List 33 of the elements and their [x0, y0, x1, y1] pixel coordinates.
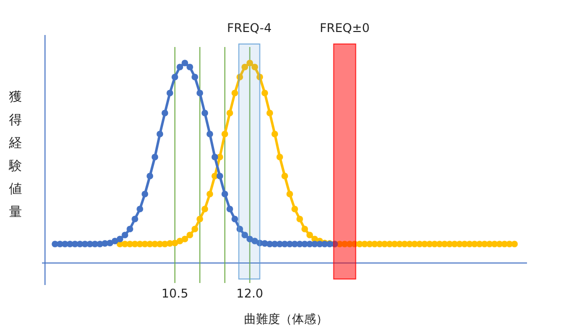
point: [246, 236, 254, 242]
point: [216, 172, 224, 180]
point: [172, 74, 178, 80]
point: [192, 74, 198, 80]
point: [146, 172, 154, 180]
point: [176, 64, 184, 70]
point: [152, 154, 158, 160]
x-tick-label: 12.0: [236, 286, 264, 300]
point: [241, 232, 248, 238]
point: [186, 64, 194, 70]
point: [196, 90, 204, 96]
point: [132, 216, 138, 222]
point: [122, 232, 128, 238]
point: [226, 206, 234, 212]
point: [116, 236, 124, 242]
band-label: FREQ-4: [227, 21, 272, 36]
point: [202, 110, 208, 116]
point: [156, 130, 164, 138]
point: [212, 154, 218, 160]
x-axis-title: 曲難度（体感）: [244, 312, 328, 326]
point: [126, 226, 134, 232]
y-axis-title: 獲得経験値量: [9, 89, 23, 222]
point: [222, 190, 228, 198]
point: [232, 216, 238, 222]
point: [251, 238, 258, 244]
band-label: FREQ±0: [320, 21, 370, 36]
point: [206, 130, 214, 138]
point: [166, 90, 174, 96]
point: [136, 206, 144, 212]
x-tick-label: 10.5: [162, 286, 188, 300]
point: [142, 190, 148, 198]
point: [162, 110, 168, 116]
point: [182, 60, 188, 66]
